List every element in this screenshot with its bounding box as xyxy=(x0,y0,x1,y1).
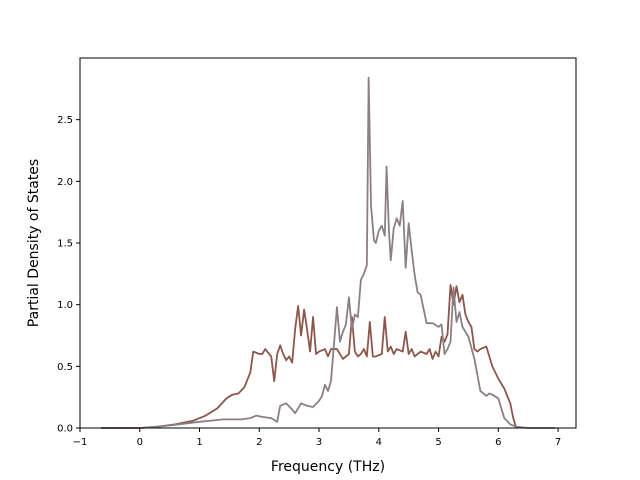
y-tick-label: 0.0 xyxy=(57,424,73,435)
plot-frame xyxy=(79,57,577,429)
x-tick-label: 6 xyxy=(495,437,501,448)
series-layer xyxy=(100,76,556,429)
x-tick-label: 3 xyxy=(316,437,322,448)
x-tick-label: 2 xyxy=(256,437,262,448)
x-tick-label: −1 xyxy=(73,437,88,448)
y-tick-label: 2.5 xyxy=(57,115,73,126)
series-line-1 xyxy=(100,284,518,429)
y-tick-label: 2.0 xyxy=(57,177,73,188)
y-tick-label: 1.5 xyxy=(57,239,73,250)
x-axis: −1 0 1 2 3 4 5 6 7 xyxy=(73,428,561,448)
series-line-2 xyxy=(100,76,556,429)
x-tick-label: 1 xyxy=(196,437,202,448)
x-tick-label: 4 xyxy=(376,437,382,448)
x-tick-label: 0 xyxy=(137,437,143,448)
y-tick-label: 1.0 xyxy=(57,300,73,311)
y-tick-label: 0.5 xyxy=(57,362,73,373)
y-axis: 0.0 0.5 1.0 1.5 2.0 2.5 xyxy=(57,115,80,435)
x-axis-label: Frequency (THz) xyxy=(271,459,385,475)
y-axis-label: Partial Density of States xyxy=(26,159,42,327)
x-tick-label: 5 xyxy=(435,437,441,448)
x-tick-label: 7 xyxy=(555,437,561,448)
